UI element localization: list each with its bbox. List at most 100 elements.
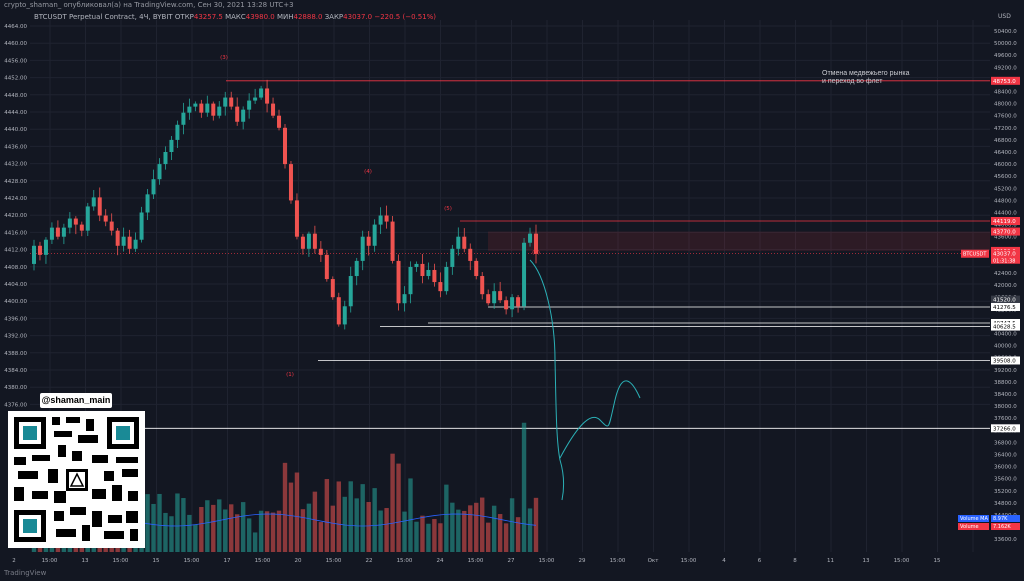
- left-axis-tick: 4436.00: [4, 144, 27, 150]
- low-value: 42888.0: [293, 13, 323, 21]
- left-axis-tick: 4392.00: [4, 334, 27, 340]
- last-price-symbol: BTCUSDT: [963, 252, 987, 258]
- volume-bar: [450, 502, 455, 552]
- left-axis-tick: 4384.00: [4, 368, 27, 374]
- candle-body: [37, 245, 42, 255]
- right-axis-tick: 43600.0: [994, 235, 1017, 241]
- time-axis-tick: Окт: [648, 558, 660, 564]
- right-axis-tick: 46000.0: [994, 162, 1017, 168]
- candle-body: [103, 215, 108, 222]
- time-axis-tick: 24: [437, 558, 444, 564]
- time-axis-tick: 15:00: [894, 558, 910, 564]
- candle-body: [283, 127, 287, 165]
- candle-body: [169, 139, 174, 152]
- right-axis-tick: 50400.0: [994, 29, 1017, 35]
- candle-body: [432, 269, 437, 283]
- right-axis-tick: 48000.0: [994, 102, 1017, 108]
- volume-bar: [306, 503, 312, 552]
- time-axis-tick: 22: [366, 558, 373, 564]
- candle-body: [145, 194, 150, 213]
- candle-body: [91, 197, 96, 207]
- candle-body: [498, 291, 503, 301]
- candle-body: [486, 294, 491, 304]
- candle-body: [223, 97, 228, 107]
- volume-bar: [360, 484, 365, 552]
- price-level-label: 43770.0: [993, 230, 1016, 236]
- right-axis-tick: 45200.0: [994, 186, 1017, 192]
- volume-legend-value-tag: [991, 515, 1020, 522]
- volume-bar: [521, 422, 527, 552]
- candle-body: [259, 88, 264, 98]
- candle-body: [277, 115, 282, 128]
- right-axis-tick: 49200.0: [994, 65, 1017, 71]
- candle-body: [288, 164, 293, 201]
- volume-bar: [276, 510, 282, 552]
- volume-bar: [157, 493, 162, 552]
- volume-bar: [294, 472, 300, 552]
- candle-body: [378, 215, 383, 225]
- left-axis-tick: 4460.00: [4, 41, 27, 47]
- left-axis-tick: 4424.00: [4, 196, 27, 202]
- left-axis-tick: 4440.00: [4, 127, 27, 133]
- candle-body: [384, 215, 389, 222]
- time-axis-tick: 15:00: [397, 558, 413, 564]
- candle-body: [265, 88, 270, 104]
- wave-count-label: (5): [444, 206, 452, 212]
- change-value: −220.5 (−0.51%): [374, 13, 437, 21]
- left-axis-tick: 4396.00: [4, 316, 27, 322]
- time-axis-tick: 15:00: [539, 558, 555, 564]
- volume-bar: [354, 498, 359, 552]
- candle-body: [522, 242, 527, 307]
- candle-body: [79, 224, 84, 231]
- volume-legend-name: Volume: [960, 524, 979, 530]
- chart-annotations: (3) (4) (5) (5) (1): [220, 55, 540, 378]
- volume-bar: [485, 522, 491, 552]
- candle-body: [402, 294, 407, 304]
- wave-count-label: (5): [532, 250, 540, 256]
- left-axis-tick: 4448.00: [4, 93, 27, 99]
- volume-bar: [300, 509, 306, 552]
- candle-body: [342, 306, 347, 325]
- volume-bar: [258, 510, 264, 552]
- volume-bar: [342, 496, 347, 552]
- volume-bar: [503, 523, 509, 552]
- price-level-label: 44119.0: [993, 219, 1016, 225]
- volume-bar: [336, 481, 341, 552]
- volume-bar: [252, 532, 258, 552]
- author-badge: @shaman_main: [40, 393, 112, 408]
- time-axis-background: [0, 552, 1024, 566]
- left-axis-tick: 4452.00: [4, 76, 27, 82]
- wave-count-label: (4): [364, 169, 372, 175]
- price-level-tag: [991, 295, 1020, 304]
- volume-bar: [396, 463, 401, 552]
- volume-bar: [330, 505, 336, 552]
- chart-grid: [30, 20, 990, 552]
- candle-body: [193, 103, 198, 107]
- volume-bar: [426, 523, 431, 552]
- candle-body: [109, 221, 114, 231]
- time-axis-tick: 6: [758, 558, 762, 564]
- right-axis-tick: 37600.0: [994, 416, 1017, 422]
- volume-legend-value: 7.162K: [993, 524, 1011, 530]
- price-level-label: 39508.0: [993, 358, 1016, 364]
- volume-bar: [193, 524, 198, 552]
- candle-body: [336, 297, 341, 325]
- right-axis-tick: 44800.0: [994, 198, 1017, 204]
- volume-bar: [497, 514, 503, 552]
- candle-body: [366, 236, 371, 246]
- candle-body: [534, 233, 538, 254]
- volume-legend-name-tag: [958, 515, 989, 522]
- candle-body: [235, 106, 240, 122]
- price-level-label: 41276.5: [993, 305, 1016, 311]
- time-axis-tick: 15: [934, 558, 941, 564]
- left-axis-tick: 4444.00: [4, 110, 27, 116]
- volume-bar: [318, 522, 324, 552]
- candle-body: [306, 233, 311, 249]
- time-axis-tick: 8: [793, 558, 797, 564]
- price-level-tag: [991, 217, 1020, 226]
- volume-bar: [163, 512, 168, 552]
- candle-body: [199, 103, 204, 113]
- candle-body: [205, 103, 210, 113]
- price-level-label: 41520.0: [993, 298, 1016, 304]
